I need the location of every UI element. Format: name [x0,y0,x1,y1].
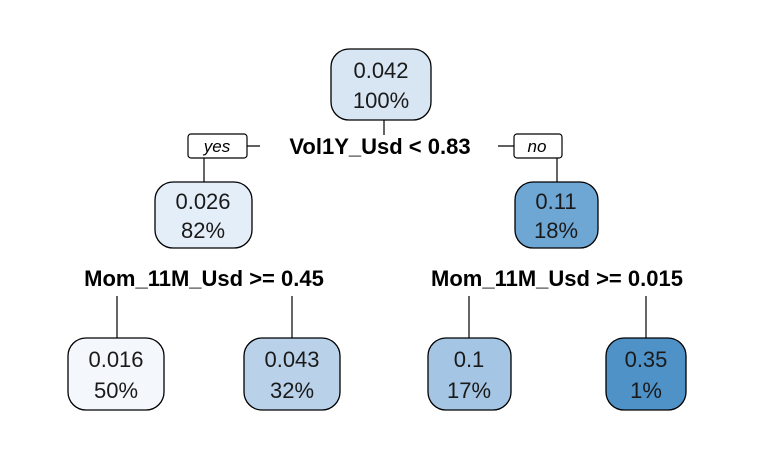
right-node-value: 0.11 [535,189,576,214]
leaf-node-2-value: 0.043 [264,347,319,372]
no-tag-box [513,133,563,159]
tree-edges [116,120,647,338]
root-split: yes Vol1Y_Usd < 0.83 no [187,133,563,159]
edge-root-to-right [498,145,558,182]
leaf-node-1-box [67,337,165,411]
leaf-node-1-value: 0.016 [88,347,143,372]
right-node: 0.11 18% [514,181,599,249]
leaf-node-2: 0.043 32% [243,337,341,411]
yes-label: yes [203,137,231,156]
left-node-percent: 82% [181,218,225,243]
left-node: 0.026 82% [154,181,253,249]
right-split-label: Mom_11M_Usd >= 0.015 [431,266,683,291]
no-label: no [528,137,547,156]
root-split-label: Vol1Y_Usd < 0.83 [289,134,470,159]
root-node-percent: 100% [353,88,409,113]
right-node-percent: 18% [534,218,578,243]
leaf-node-4-percent: 1% [630,378,662,403]
root-node: 0.042 100% [330,48,432,121]
edge-root-to-left [203,145,260,182]
root-node-box [330,48,432,121]
leaf-node-2-box [243,337,341,411]
leaf-node-3-value: 0.1 [454,347,485,372]
left-split-label: Mom_11M_Usd >= 0.45 [84,266,324,291]
leaf-node-4-value: 0.35 [625,347,668,372]
leaf-node-3-box [427,337,512,411]
left-node-box [154,181,253,249]
leaf-node-1: 0.016 50% [67,337,165,411]
left-node-value: 0.026 [175,189,230,214]
leaf-node-4: 0.35 1% [605,337,687,411]
leaf-node-3-percent: 17% [447,378,491,403]
yes-tag-box [187,133,248,159]
leaf-node-3: 0.1 17% [427,337,512,411]
leaf-node-4-box [605,337,687,411]
leaf-node-2-percent: 32% [270,378,314,403]
right-node-box [514,181,599,249]
leaf-node-1-percent: 50% [94,378,138,403]
root-node-value: 0.042 [353,58,408,83]
